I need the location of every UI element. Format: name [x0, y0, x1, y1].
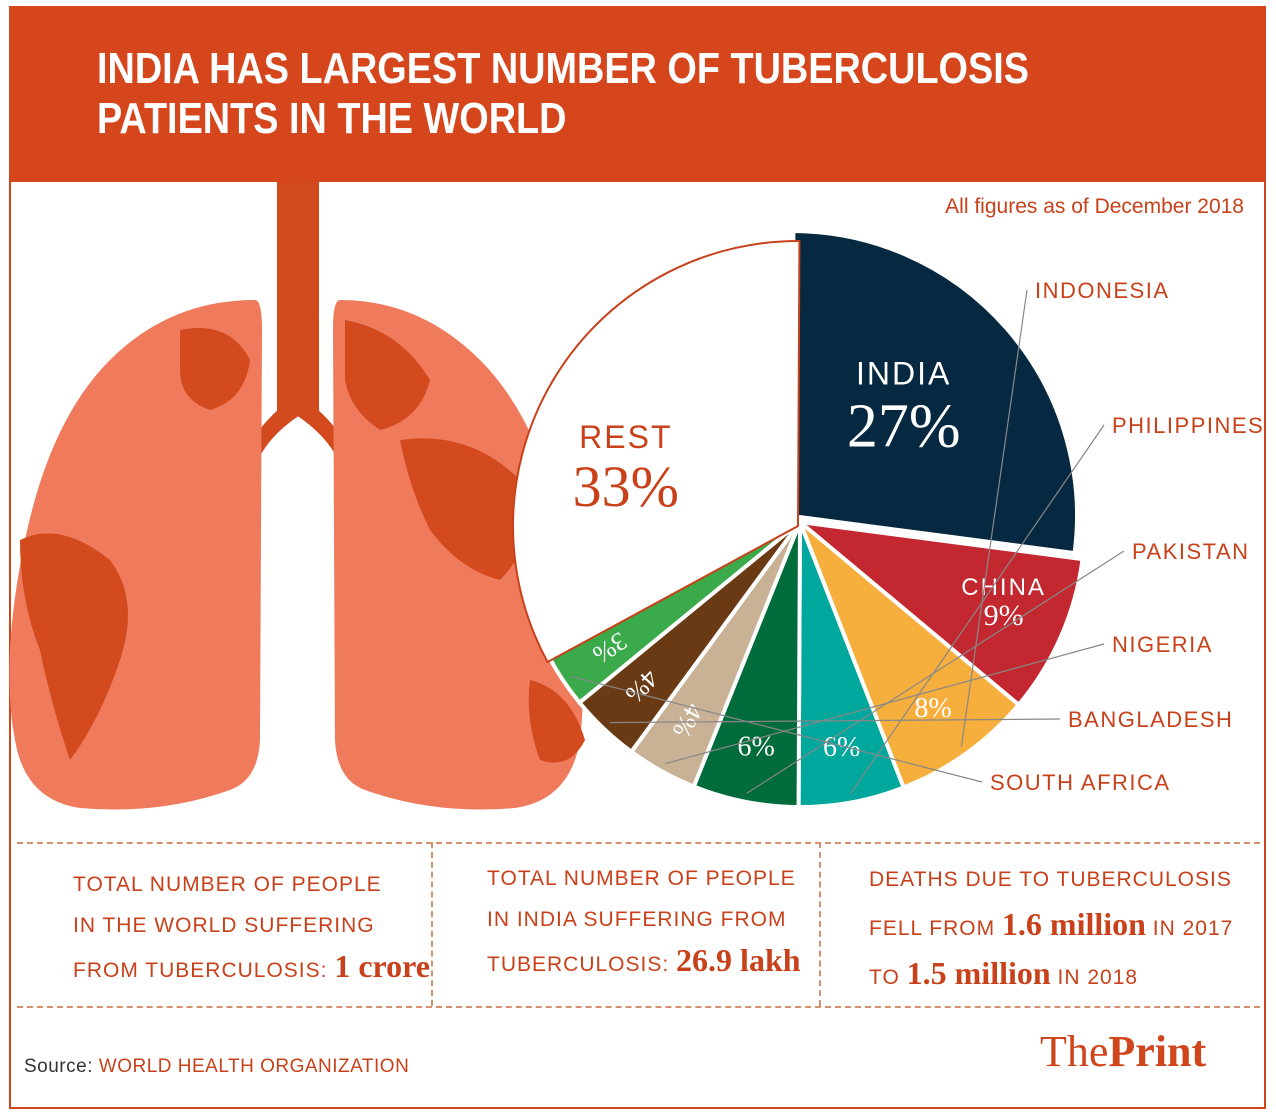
pie-label-philippines: PHILIPPINES — [1112, 413, 1264, 438]
pie-label-india: INDIA — [856, 355, 951, 391]
date-note: All figures as of December 2018 — [945, 195, 1244, 218]
pie-value-indonesia: 8% — [914, 693, 951, 724]
leader-line-nigeria — [665, 643, 1105, 765]
pie-value-philippines: 6% — [823, 732, 860, 763]
pie-value-pakistan: 6% — [737, 732, 774, 763]
lungs-illustration — [9, 182, 585, 810]
divider-bottom — [17, 1006, 1260, 1008]
pie-label-south-africa: SOUTH AFRICA — [990, 770, 1171, 795]
stat-world-value: 1 crore — [334, 948, 430, 984]
leader-line-indonesia — [960, 289, 1028, 747]
stat-india: TOTAL NUMBER OF PEOPLE IN INDIA SUFFERIN… — [487, 867, 801, 978]
divider-1 — [431, 842, 433, 1006]
leader-line-bangladesh — [609, 718, 1061, 724]
deaths-2018-value: 1.5 million — [906, 955, 1051, 991]
source-note: Source: WORLD HEALTH ORGANIZATION — [24, 1056, 410, 1077]
pie-label-china: CHINA — [961, 574, 1046, 601]
pie-slice-rest — [512, 240, 801, 664]
leader-line-philippines — [849, 424, 1105, 795]
pie-value-rest: 33% — [573, 454, 679, 519]
stat-world: TOTAL NUMBER OF PEOPLE IN THE WORLD SUFF… — [73, 873, 430, 984]
leader-line-pakistan — [746, 550, 1125, 794]
stat-india-value: 26.9 lakh — [676, 942, 801, 978]
stat-deaths: DEATHS DUE TO TUBERCULOSIS FELL FROM 1.6… — [869, 868, 1234, 991]
pie-slice-china — [793, 519, 1085, 708]
pie-label-nigeria: NIGERIA — [1112, 632, 1213, 657]
divider-top — [17, 842, 1260, 844]
title-banner — [9, 6, 1266, 182]
theprint-logo: ThePrint — [1040, 1027, 1207, 1076]
pie-value-india: 27% — [847, 392, 961, 460]
pie-label-bangladesh: BANGLADESH — [1068, 707, 1233, 732]
divider-2 — [819, 842, 821, 1006]
pie-label-indonesia: INDONESIA — [1035, 278, 1170, 303]
pie-value-china: 9% — [984, 599, 1024, 632]
leader-line-south-africa — [570, 675, 983, 783]
deaths-2017-value: 1.6 million — [1001, 906, 1146, 942]
pie-label-rest: REST — [579, 419, 672, 455]
pie-slice-indonesia — [798, 520, 1022, 791]
page-title: INDIA HAS LARGEST NUMBER OF TUBERCULOSIS… — [96, 44, 1029, 143]
pie-label-pakistan: PAKISTAN — [1132, 539, 1250, 564]
pie-slice-india — [789, 228, 1079, 556]
